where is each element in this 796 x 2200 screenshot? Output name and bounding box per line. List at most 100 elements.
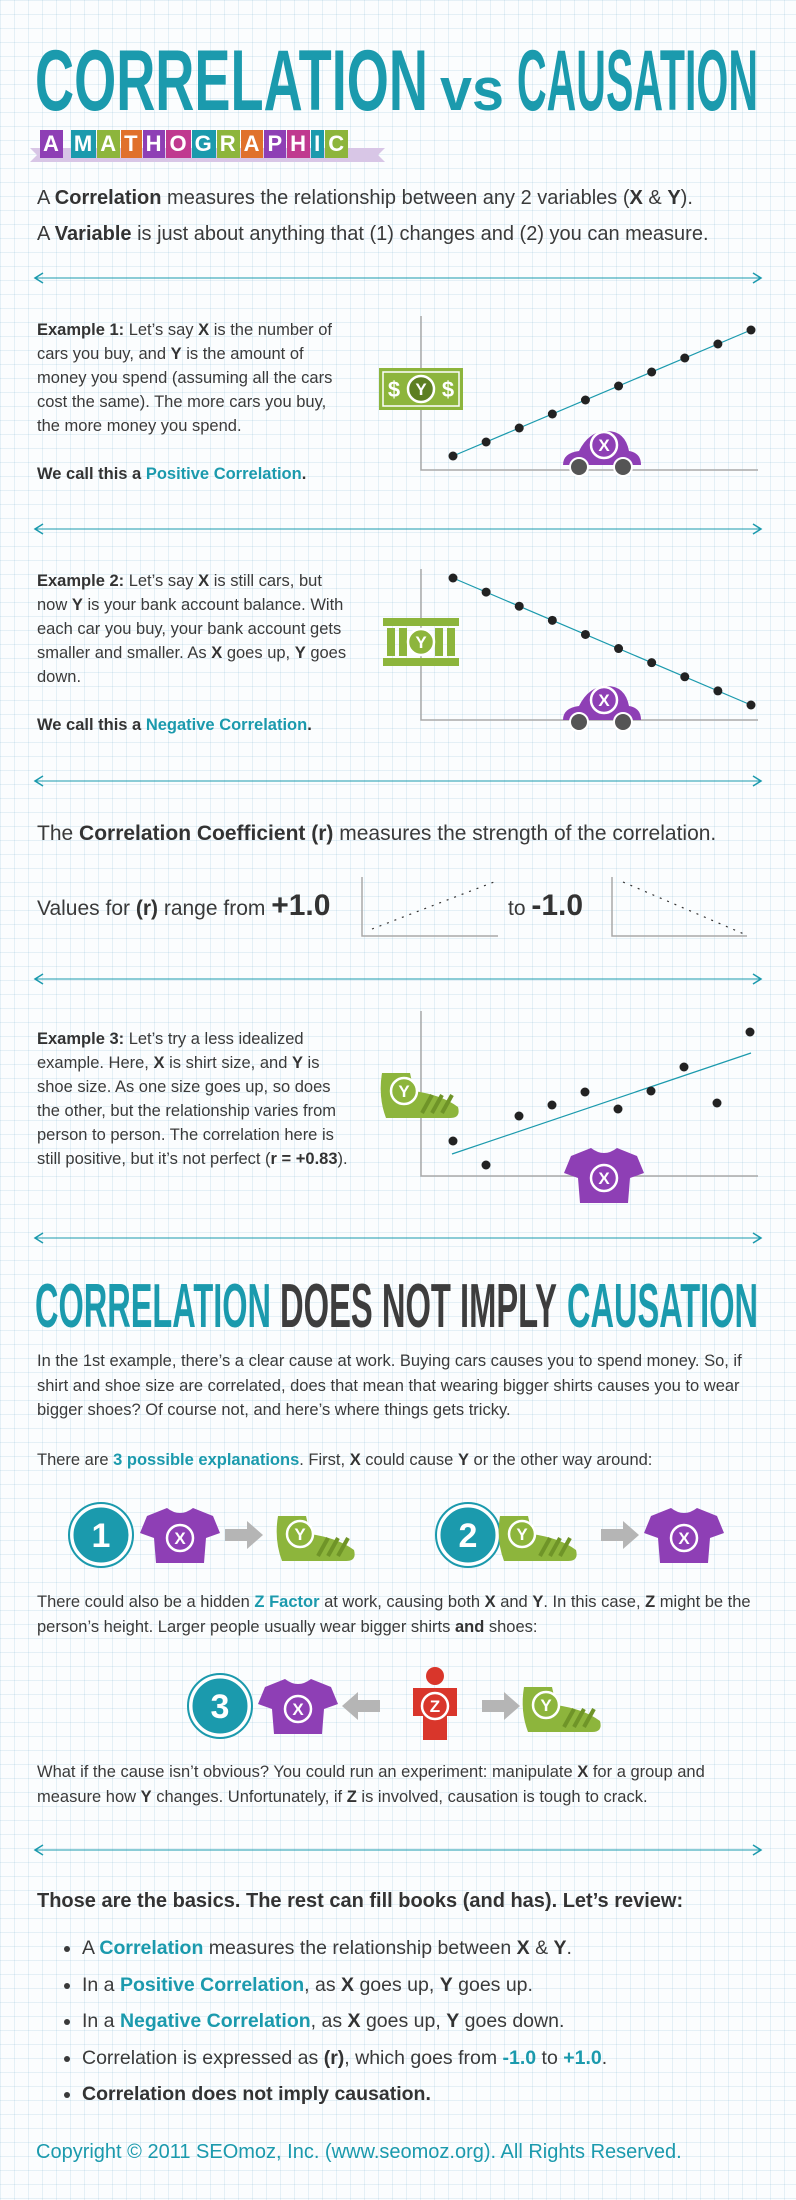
number-circle [70, 1504, 132, 1566]
paragraph: There could also be a hidden Z Factor at… [37, 1590, 765, 1639]
text-segment: goes up. [452, 1973, 533, 1996]
dot [448, 1136, 458, 1146]
text-segment: at work, causing both [319, 1593, 485, 1611]
number: 2 [459, 1517, 478, 1555]
icon-label: Y [540, 1696, 552, 1715]
icon-label: $ [442, 377, 454, 402]
text-segment: Z [645, 1593, 656, 1611]
icon-label: $ [388, 377, 400, 402]
text-segment: is just about anything that (1) changes … [131, 223, 709, 245]
bank-column [387, 628, 395, 656]
text-segment: , which goes from [344, 2046, 503, 2069]
text-segment: X [484, 1593, 496, 1611]
text-segment: Positive Correlation [145, 465, 302, 483]
dot [547, 615, 557, 625]
copyright: Copyright © 2011 SEOmoz, Inc. (www.seomo… [36, 2141, 682, 2163]
text-segment: Y [170, 345, 182, 363]
icon-label: X [678, 1529, 690, 1548]
number-circle [437, 1504, 499, 1566]
heading-word: CAUSATION [567, 1272, 758, 1341]
number-ring [68, 1502, 134, 1568]
dot [680, 672, 690, 682]
text-segment: . In this case, [543, 1593, 646, 1611]
trend-line [371, 881, 495, 930]
review-list: A Correlation measures the relationship … [62, 1930, 782, 2113]
text-segment: Negative Correlation [145, 716, 308, 734]
text-segment: X [153, 1054, 165, 1072]
bank-roof [383, 618, 459, 626]
icon-badge [406, 374, 436, 404]
text-segment: Let’s try a less idealized example. Here… [37, 1030, 304, 1072]
icon-badge [285, 1519, 315, 1549]
text-segment: is shirt size, and [164, 1054, 292, 1072]
text-segment: Z [346, 1787, 357, 1806]
icon-badge [165, 1523, 195, 1553]
text-segment: Example 1: [37, 321, 125, 339]
icon-badge [589, 685, 619, 715]
text-segment: , as [310, 2010, 348, 2032]
icon-label: X [598, 436, 610, 455]
text-segment: X [516, 1937, 530, 1959]
axes [611, 877, 747, 937]
dot [481, 587, 491, 597]
text-segment: measures the relationship between [203, 1937, 517, 1959]
text-segment: X [577, 1763, 589, 1781]
text-segment: X [629, 187, 643, 209]
text-segment: ). [337, 1150, 348, 1168]
dot [547, 409, 557, 419]
banner-letter: C [325, 130, 349, 158]
text-segment: Let’s say [124, 321, 199, 339]
banner-letter [64, 149, 70, 151]
dot [514, 1111, 524, 1121]
axes [361, 877, 498, 937]
shoe-stripe [562, 1708, 576, 1728]
bullet: A Correlation measures the relationship … [82, 1930, 782, 1967]
text-segment: Variable [54, 223, 132, 245]
divider-arrow [752, 775, 763, 787]
text-segment: might be the person’s height. Larger peo… [37, 1593, 751, 1636]
banner-letter: P [264, 130, 287, 158]
heading-word: CORRELATION [35, 1272, 271, 1341]
paragraph: We call this a Negative Correlation. [37, 713, 347, 737]
icon-badge [669, 1523, 699, 1553]
range-text: Values for (r) range from +1.0 [37, 886, 330, 929]
divider-arrow [33, 272, 44, 284]
dot [514, 423, 524, 433]
icon-label: X [598, 1169, 610, 1188]
text-segment: shoes: [484, 1617, 538, 1636]
shoe-stripe [572, 1708, 586, 1728]
text-segment: +1.0 [563, 2046, 602, 2069]
icon-label: X [292, 1700, 304, 1719]
shoe-stripe [548, 1537, 562, 1557]
text-segment: In a [82, 2010, 120, 2032]
text-segment: measures the strength of the correlation… [333, 822, 717, 845]
banner-letter: G [191, 130, 216, 158]
dot [448, 451, 458, 461]
text-segment: Values for [37, 897, 136, 920]
text-segment: Correlation [99, 1937, 204, 1959]
text-segment: . [301, 465, 307, 483]
text-segment: is your bank account balance. With each … [37, 596, 344, 662]
bank-base [383, 658, 459, 666]
dot [448, 573, 458, 583]
axes [420, 1011, 758, 1177]
shoe-stripe [430, 1094, 444, 1114]
arrow [225, 1521, 263, 1549]
banner-letter: H [142, 130, 166, 158]
bank-column [435, 628, 443, 656]
text-segment: Example 2: [37, 572, 125, 590]
shoe-stripe [326, 1537, 340, 1557]
divider-arrow [33, 523, 44, 535]
divider-arrow [752, 1844, 763, 1856]
text-segment: to [536, 2046, 564, 2069]
dot [481, 437, 491, 447]
text-segment: Y [446, 2010, 460, 2032]
dot [712, 1098, 722, 1108]
text-segment: The [37, 822, 80, 845]
divider-arrow [752, 272, 763, 284]
dot [647, 658, 657, 668]
text-segment: . [307, 716, 312, 734]
